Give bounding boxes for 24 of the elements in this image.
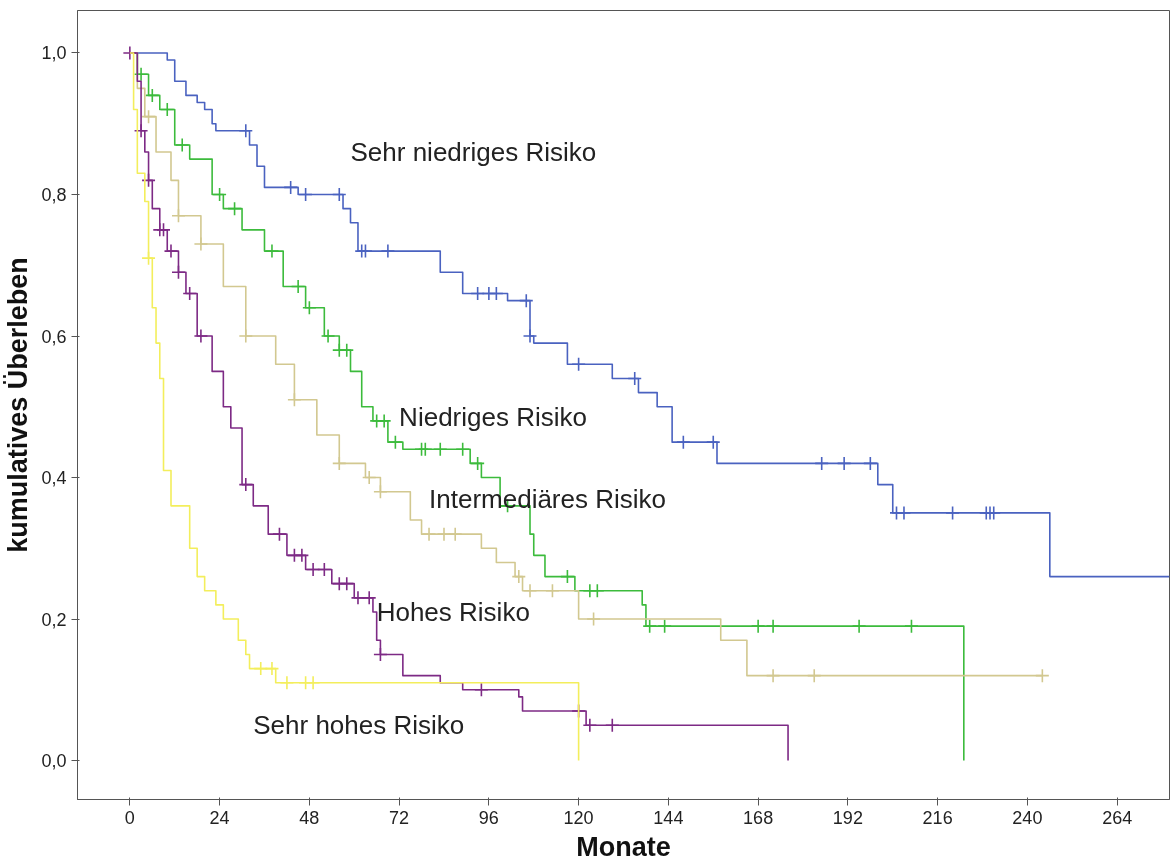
series-label: Hohes Risiko bbox=[376, 596, 530, 627]
x-axis-title: Monate bbox=[576, 831, 671, 862]
x-tick-label: 168 bbox=[743, 807, 774, 828]
x-tick-label: 48 bbox=[299, 807, 320, 828]
series-label: Niedriges Risiko bbox=[399, 402, 587, 433]
x-tick-label: 96 bbox=[478, 807, 499, 828]
y-tick-label: 0,2 bbox=[41, 609, 67, 630]
x-tick-label: 72 bbox=[389, 807, 410, 828]
x-tick-label: 192 bbox=[832, 807, 863, 828]
series-label: Sehr niedriges Risiko bbox=[350, 137, 597, 168]
y-axis-title: kumulatives Überleben bbox=[3, 257, 34, 553]
y-tick-label: 0,6 bbox=[41, 326, 67, 347]
x-tick-label: 120 bbox=[563, 807, 594, 828]
series-label: Sehr hohes Risiko bbox=[253, 710, 465, 741]
y-tick-label: 0,8 bbox=[41, 184, 67, 205]
y-tick-label: 0,4 bbox=[41, 468, 67, 489]
x-tick-label: 240 bbox=[1012, 807, 1043, 828]
x-tick-label: 216 bbox=[922, 807, 953, 828]
x-tick-label: 144 bbox=[653, 807, 684, 828]
x-tick-label: 24 bbox=[209, 807, 230, 828]
y-tick-label: 0,0 bbox=[41, 751, 67, 772]
y-tick-label: 1,0 bbox=[41, 43, 67, 64]
x-tick-label: 0 bbox=[124, 807, 135, 828]
x-tick-label: 264 bbox=[1102, 807, 1133, 828]
